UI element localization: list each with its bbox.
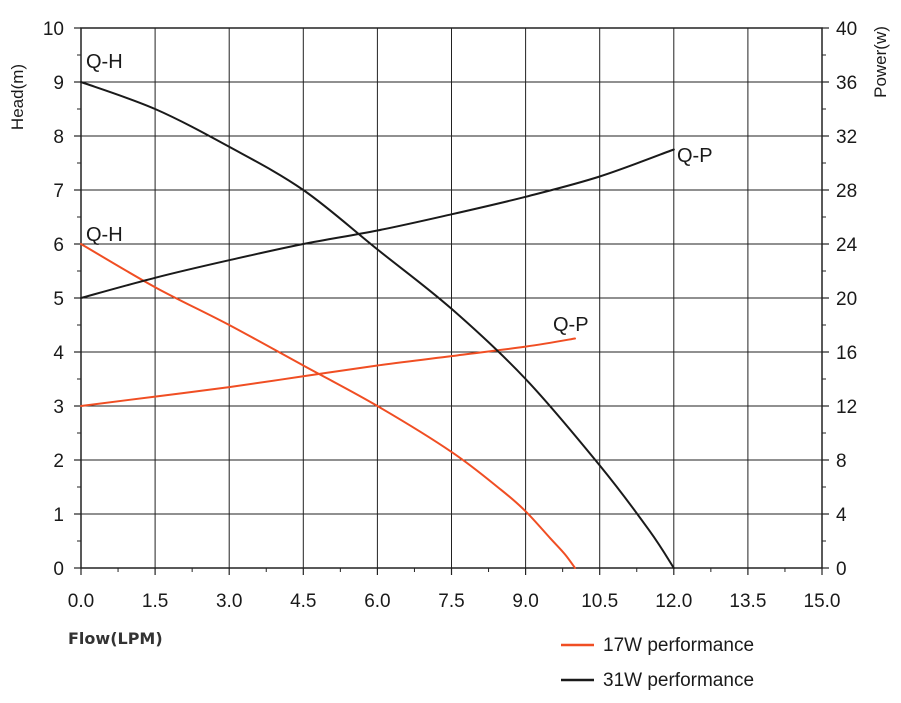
y-axis-left-title: Head(m): [8, 64, 27, 130]
series-line-31w-q-h: [80, 81, 675, 569]
y-right-tick-label: 28: [836, 181, 857, 202]
x-tick-label: 6.0: [364, 591, 390, 612]
y-right-tick-label: 16: [836, 343, 857, 364]
annotation-qh-31w: Q-H: [86, 51, 123, 73]
y-right-tick-label: 12: [836, 397, 857, 418]
x-tick-label: 4.5: [290, 591, 316, 612]
y-right-tick-label: 40: [836, 19, 857, 40]
x-tick-label: 10.5: [581, 591, 618, 612]
legend: 17W performance 31W performance: [561, 635, 754, 691]
annotation-qp-17w: Q-P: [553, 314, 589, 336]
series-line-31w-q-p: [80, 148, 675, 299]
y-left-tick-label: 7: [53, 181, 64, 202]
x-tick-label: 12.0: [655, 591, 692, 612]
series-line-17w-q-h: [80, 243, 576, 569]
x-axis-title: Flow(LPM): [68, 629, 163, 648]
y-left-tick-label: 4: [53, 343, 64, 364]
x-tick-label: 15.0: [804, 591, 841, 612]
y-right-tick-label: 32: [836, 127, 857, 148]
legend-label-17w: 17W performance: [603, 635, 754, 656]
y-axis-right-title: Power(w): [871, 26, 890, 98]
y-right-tick-label: 8: [836, 451, 847, 472]
y-left-tick-label: 9: [53, 73, 64, 94]
axis-ticks: 0.0 1.5 3.0 4.5 6.0 7.5 9.0 10.5 12.0 13.5 15.0 0 0 1…: [43, 19, 858, 612]
series-line-17w-q-p: [80, 337, 576, 407]
y-right-tick-label: 0: [836, 559, 847, 580]
y-left-tick-label: 3: [53, 397, 64, 418]
annotation-qh-17w: Q-H: [86, 224, 123, 246]
x-tick-label: 3.0: [216, 591, 242, 612]
y-right-tick-label: 24: [836, 235, 858, 256]
y-right-tick-label: 36: [836, 73, 857, 94]
y-left-tick-label: 2: [53, 451, 64, 472]
x-tick-label: 9.0: [512, 591, 538, 612]
x-tick-label: 1.5: [142, 591, 168, 612]
x-tick-label: 13.5: [729, 591, 766, 612]
y-left-tick-label: 8: [53, 127, 64, 148]
grid-lines: [81, 28, 822, 568]
y-right-tick-label: 4: [836, 505, 847, 526]
y-left-tick-label: 10: [43, 19, 64, 40]
legend-label-31w: 31W performance: [603, 670, 754, 691]
x-tick-label: 0.0: [68, 591, 94, 612]
y-left-tick-label: 0: [53, 559, 64, 580]
y-left-tick-label: 1: [53, 505, 64, 526]
y-left-tick-label: 6: [53, 235, 64, 256]
series-lines: [80, 81, 675, 569]
annotation-qp-31w: Q-P: [677, 145, 713, 167]
x-tick-label: 7.5: [438, 591, 464, 612]
y-left-tick-label: 5: [53, 289, 64, 310]
y-right-tick-label: 20: [836, 289, 857, 310]
